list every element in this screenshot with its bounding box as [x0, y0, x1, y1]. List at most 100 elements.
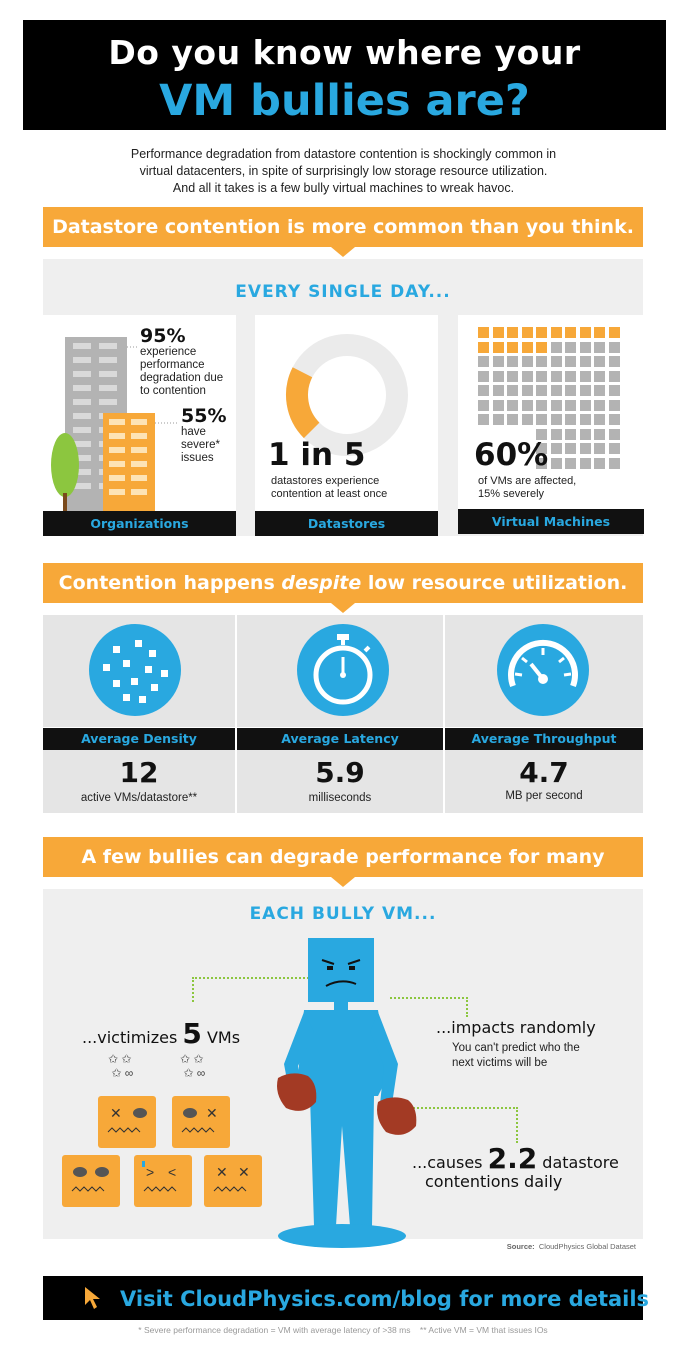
vm-square: [507, 399, 518, 411]
vm-square: [608, 356, 620, 367]
vm-square: [478, 341, 489, 353]
vm-square: [608, 457, 620, 469]
vm-square: [536, 327, 547, 338]
vm-square: [594, 399, 605, 411]
vm-square: [478, 399, 489, 411]
vm-square: [565, 414, 576, 425]
datastores-line1: datastores experience: [271, 475, 380, 487]
vm-square: [608, 385, 620, 396]
vm-square: [492, 370, 504, 382]
vms-card: 60% of VMs are affected, 15% severely Vi…: [458, 315, 644, 534]
vm-square: [608, 341, 620, 353]
orgs-stat2-text: have severe* issues: [181, 426, 220, 465]
vm-square: [594, 385, 605, 396]
visit-blog-link[interactable]: Visit CloudPhysics.com/blog for more det…: [120, 1287, 650, 1311]
vm-square: [521, 327, 533, 338]
vm-square: [536, 414, 547, 425]
vm-square: [608, 414, 620, 425]
intro-line-1: Performance degradation from datastore c…: [130, 147, 557, 161]
vm-square: [608, 327, 620, 338]
vm-square: [565, 356, 576, 367]
vm-square: [594, 327, 605, 338]
vm-square: [550, 443, 562, 454]
vm-square: [536, 428, 547, 440]
organizations-card: 95% experience performance degradation d…: [43, 315, 236, 536]
dizzy-stars-icon: ✩ ✩ ✩ ∞: [108, 1052, 134, 1080]
vm-square: [565, 341, 576, 353]
vm-square: [492, 356, 504, 367]
vm-square: [565, 428, 576, 440]
vm-square: [507, 341, 518, 353]
vm-square: [550, 457, 562, 469]
svg-text:✕: ✕: [110, 1105, 122, 1121]
source-label: Source:: [506, 1242, 535, 1251]
vm-square: [536, 341, 547, 353]
intro-text: Performance degradation from datastore c…: [60, 146, 627, 197]
vm-square: [492, 399, 504, 411]
vm-square: [565, 443, 576, 454]
vm-square: [550, 327, 562, 338]
vm-square: [608, 428, 620, 440]
vm-square: [492, 414, 504, 425]
orgs-stat1-line1: experience: [140, 346, 197, 358]
footer-cta-bar[interactable]: [43, 1276, 643, 1320]
vm-square: [565, 399, 576, 411]
title-line-1: Do you know where your: [108, 33, 581, 72]
vm-square: [608, 443, 620, 454]
vm-square: [550, 399, 562, 411]
intro-line-3: And all it takes is a few bully virtual …: [172, 181, 515, 195]
source-note: Source: CloudPhysics Global Dataset: [400, 1242, 636, 1251]
vm-square: [492, 327, 504, 338]
vm-square: [579, 370, 591, 382]
vm-square: [536, 356, 547, 367]
vm-square: [594, 414, 605, 425]
banner-few-bullies: A few bullies can degrade performance fo…: [43, 837, 643, 908]
vm-square: [579, 341, 591, 353]
vm-square: [478, 385, 489, 396]
banner2-em: despite: [281, 572, 362, 594]
vm-square: [550, 370, 562, 382]
vm-square: [507, 414, 518, 425]
vms-line2: 15% severely: [478, 488, 545, 500]
bully-vm-character: [277, 938, 417, 1248]
vm-square: [550, 385, 562, 396]
causes-post: datastore: [537, 1153, 619, 1172]
causes-number: 2.2: [487, 1142, 538, 1175]
metrics-divider-1: [235, 615, 237, 813]
vm-square: [594, 443, 605, 454]
vm-square: [579, 428, 591, 440]
vm-square: [478, 414, 489, 425]
banner2-post: low resource utilization.: [361, 572, 628, 594]
metrics-divider-2: [443, 615, 445, 813]
each-bully-heading: EACH BULLY VM...: [249, 904, 437, 924]
vm-square: [608, 399, 620, 411]
vm-square: [507, 327, 518, 338]
connector-causes: [410, 1107, 518, 1143]
svg-text:✕: ✕: [216, 1164, 228, 1180]
dots-circle-icon: [89, 624, 181, 716]
stopwatch-icon: [297, 624, 389, 716]
banner-despite-low-utilization: Contention happens despite low resource …: [43, 563, 643, 613]
impacts-line2: next victims will be: [452, 1057, 548, 1069]
vm-square: [492, 385, 504, 396]
footnote: * Severe performance degradation = VM wi…: [138, 1325, 548, 1335]
vm-square: [521, 399, 533, 411]
vm-square: [507, 356, 518, 367]
victim-vm-1: ✕: [98, 1096, 156, 1148]
victimizes-number: 5: [182, 1017, 202, 1050]
intro-line-2: virtual datacenters, in spite of surpris…: [139, 164, 548, 178]
vms-text: of VMs are affected, 15% severely: [478, 475, 576, 501]
title-banner: Do you know where your VM bullies are?: [23, 20, 666, 130]
vm-square: [565, 385, 576, 396]
causes-line2: contentions daily: [425, 1172, 563, 1191]
vm-square: [608, 370, 620, 382]
orgs-stat2-line1: have: [181, 426, 206, 438]
datastores-value: 1 in 5: [268, 437, 366, 473]
vm-square: [594, 356, 605, 367]
vm-square: [521, 341, 533, 353]
vm-square: [579, 414, 591, 425]
vm-square: [478, 356, 489, 367]
victim-vm-2: ✕: [172, 1096, 230, 1148]
orgs-stat1-text: experience performance degradation due t…: [140, 346, 223, 398]
vm-square: [536, 457, 547, 469]
